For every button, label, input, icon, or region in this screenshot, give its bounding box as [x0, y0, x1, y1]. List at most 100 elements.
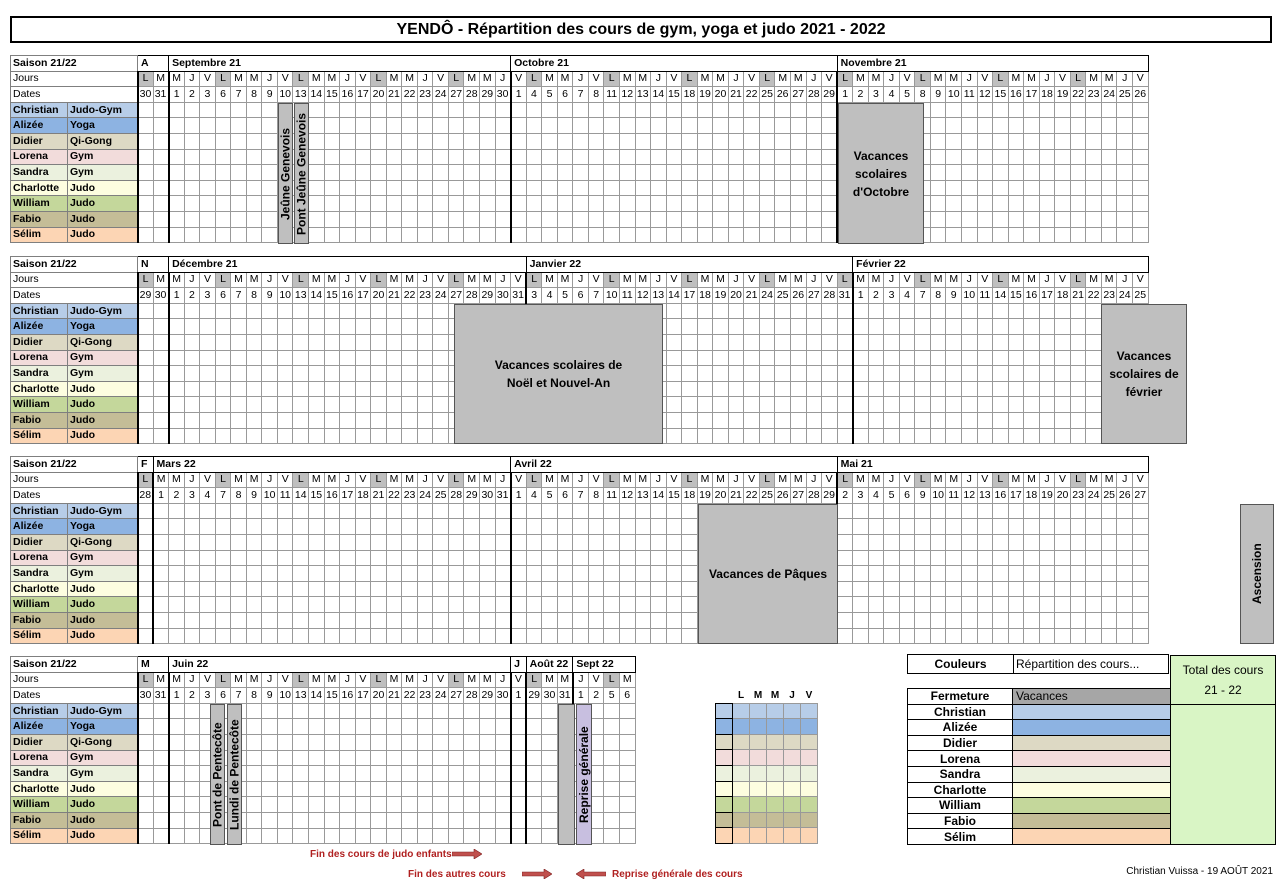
schedule-cell: [789, 164, 807, 181]
schedule-cell: [245, 333, 263, 351]
schedule-cell: [852, 518, 869, 535]
schedule-cell: [199, 580, 216, 598]
schedule-cell: [1132, 502, 1149, 520]
schedule-cell: [494, 117, 512, 134]
schedule-cell: [743, 396, 760, 413]
weekday-cell: J: [339, 70, 356, 88]
schedule-cell: [354, 411, 372, 429]
schedule-cell: [323, 533, 341, 551]
weekday-cell: L: [292, 471, 310, 489]
date-cell: 30: [136, 687, 154, 704]
schedule-cell: [634, 132, 652, 150]
schedule-cell: [339, 533, 356, 551]
schedule-cell: [774, 365, 791, 382]
schedule-cell: [696, 333, 714, 351]
schedule-cell: [292, 518, 310, 535]
schedule-cell: [1023, 627, 1040, 645]
schedule-cell: [851, 380, 869, 398]
schedule-cell: [463, 611, 481, 629]
schedule-cell: [1023, 427, 1040, 445]
date-cell: 4: [525, 487, 543, 504]
schedule-cell: [261, 549, 278, 567]
schedule-cell: [401, 765, 418, 782]
schedule-cell: [292, 580, 310, 598]
schedule-cell: [758, 318, 776, 335]
schedule-cell: [308, 611, 325, 629]
schedule-cell: [758, 411, 776, 429]
weekday-cell: V: [665, 70, 683, 88]
schedule-cell: [463, 780, 481, 798]
schedule-cell: [214, 411, 232, 429]
mini-color-cell: [800, 796, 818, 813]
schedule-cell: [556, 580, 574, 598]
schedule-cell: [339, 179, 356, 197]
holiday-reprise-generale: [558, 704, 575, 845]
date-cell: 7: [572, 487, 589, 504]
schedule-cell: [183, 733, 201, 751]
schedule-cell: [339, 733, 356, 751]
schedule-cell: [774, 333, 791, 351]
schedule-cell: [1054, 132, 1071, 150]
schedule-cell: [992, 580, 1009, 598]
weekday-cell: M: [556, 70, 574, 88]
date-cell: 26: [1132, 86, 1149, 103]
date-cell: 17: [681, 287, 698, 304]
schedule-cell: [992, 411, 1009, 429]
schedule-cell: [292, 749, 310, 767]
schedule-cell: [323, 380, 341, 398]
schedule-cell: [743, 411, 760, 429]
weekday-cell: J: [416, 271, 434, 289]
arrow-right-icon: [452, 849, 482, 859]
weekday-cell: V: [432, 471, 449, 489]
schedule-cell: [541, 627, 558, 645]
person-activity: Gym: [67, 349, 138, 367]
schedule-cell: [665, 380, 683, 398]
schedule-cell: [758, 365, 776, 382]
schedule-cell: [1023, 549, 1040, 567]
schedule-cell: [199, 148, 216, 166]
schedule-cell: [167, 765, 185, 782]
schedule-cell: [743, 164, 760, 181]
weekday-cell: L: [370, 70, 387, 88]
weekday-cell: V: [199, 271, 216, 289]
schedule-cell: [650, 549, 667, 567]
schedule-cell: [152, 596, 170, 613]
schedule-cell: [261, 210, 278, 228]
schedule-cell: [385, 333, 403, 351]
person-name: Alizée: [10, 117, 68, 134]
schedule-cell: [323, 765, 341, 782]
schedule-cell: [1132, 210, 1149, 228]
schedule-cell: [261, 179, 278, 197]
schedule-cell: [758, 179, 776, 197]
date-cell: 19: [696, 86, 714, 103]
schedule-cell: [821, 411, 838, 429]
schedule-cell: [712, 132, 729, 150]
weekday-cell: M: [1007, 271, 1025, 289]
weekday-cell: J: [1038, 70, 1056, 88]
schedule-cell: [541, 533, 558, 551]
schedule-cell: [525, 195, 543, 212]
schedule-cell: [463, 702, 481, 720]
schedule-cell: [1116, 148, 1133, 166]
schedule-cell: [230, 195, 247, 212]
schedule-cell: [572, 518, 589, 535]
schedule-cell: [354, 749, 372, 767]
schedule-cell: [167, 733, 185, 751]
schedule-cell: [308, 502, 325, 520]
schedule-cell: [758, 210, 776, 228]
schedule-cell: [339, 427, 356, 445]
weekday-cell: M: [308, 471, 325, 489]
weekday-cell: M: [1023, 271, 1040, 289]
schedule-cell: [308, 427, 325, 445]
date-cell: 29: [463, 487, 481, 504]
schedule-cell: [509, 533, 527, 551]
schedule-cell: [447, 210, 465, 228]
schedule-cell: [960, 148, 978, 166]
schedule-cell: [712, 164, 729, 181]
date-cell: 5: [883, 487, 900, 504]
date-cell: 15: [323, 86, 341, 103]
date-cell: 17: [354, 86, 372, 103]
schedule-cell: [214, 427, 232, 445]
schedule-cell: [681, 210, 698, 228]
schedule-cell: [758, 380, 776, 398]
